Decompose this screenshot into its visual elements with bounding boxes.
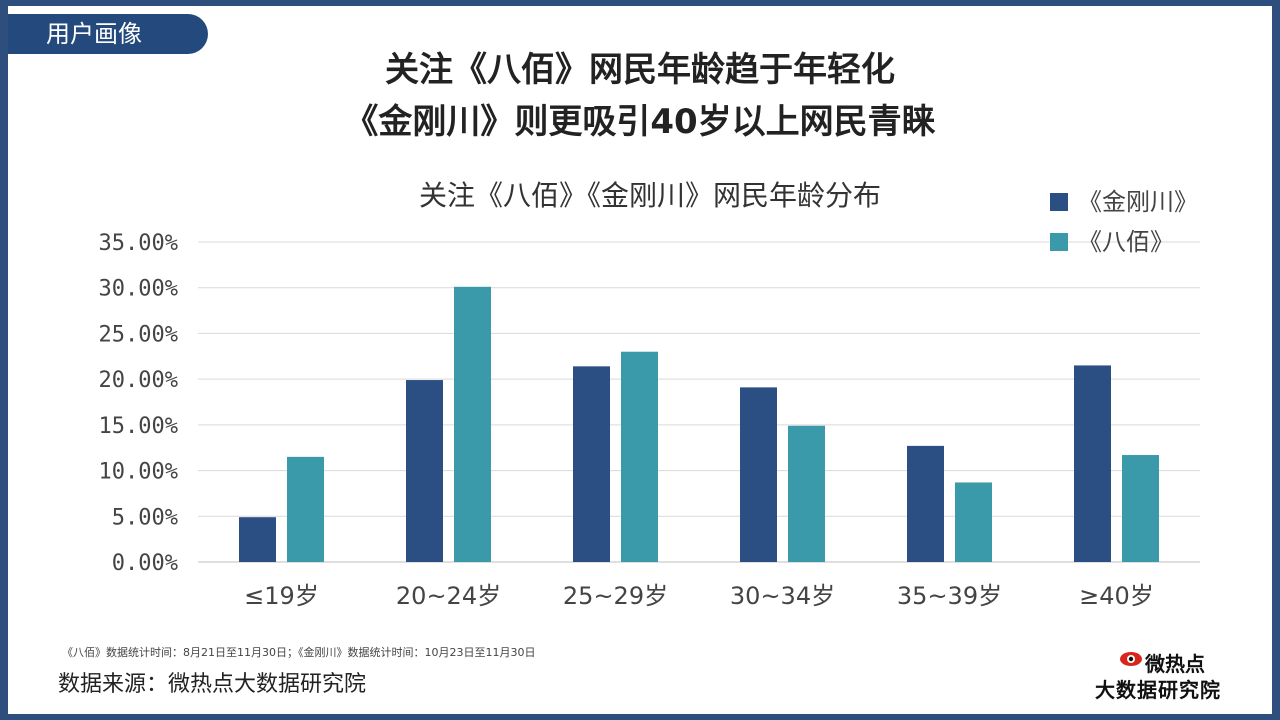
- bar-jingangchuan: [406, 380, 443, 562]
- bar-babai: [287, 456, 324, 562]
- y-tick-label: 30.00%: [99, 277, 178, 302]
- page-title-line2: 《金刚川》则更吸引40岁以上网民青睐: [344, 102, 936, 142]
- chart-title: 关注《八佰》《金刚川》网民年龄分布: [419, 179, 881, 212]
- bar-jingangchuan: [907, 445, 944, 562]
- data-source: 数据来源：微热点大数据研究院: [58, 672, 367, 697]
- x-tick-label: 30~34岁: [730, 582, 835, 610]
- x-tick-label: 25~29岁: [563, 582, 668, 610]
- y-tick-label: 20.00%: [99, 368, 178, 393]
- bar-jingangchuan: [1074, 365, 1111, 562]
- legend-label: 《金刚川》: [1078, 188, 1198, 216]
- bar-jingangchuan: [740, 387, 777, 562]
- bar-jingangchuan: [239, 517, 276, 562]
- logo-text-line2: 大数据研究院: [1095, 678, 1221, 702]
- y-tick-label: 10.00%: [99, 460, 178, 485]
- x-tick-label: ≥40岁: [1079, 582, 1154, 610]
- bar-babai: [1122, 455, 1159, 562]
- legend-swatch: [1050, 193, 1068, 211]
- y-tick-label: 35.00%: [99, 231, 178, 256]
- eye-logo-icon: [1120, 652, 1142, 666]
- legend-swatch: [1050, 233, 1068, 251]
- bar-babai: [621, 351, 658, 562]
- x-tick-label: 20~24岁: [396, 582, 501, 610]
- page-title-line1: 关注《八佰》网民年龄趋于年轻化: [385, 50, 895, 90]
- logo: 微热点 大数据研究院: [1095, 648, 1235, 702]
- logo-text-line1: 微热点: [1145, 652, 1205, 676]
- bar-babai: [955, 482, 992, 562]
- y-tick-label: 25.00%: [99, 322, 178, 347]
- y-tick-label: 5.00%: [112, 505, 178, 530]
- x-tick-label: ≤19岁: [244, 582, 319, 610]
- y-tick-label: 0.00%: [112, 551, 178, 576]
- y-tick-label: 15.00%: [99, 414, 178, 439]
- legend-label: 《八佰》: [1078, 228, 1174, 256]
- bar-babai: [454, 286, 491, 562]
- section-tag: 用户画像: [8, 14, 208, 54]
- bar-babai: [788, 425, 825, 562]
- footnote: 《八佰》数据统计时间：8月21日至11月30日；《金刚川》数据统计时间：10月2…: [62, 646, 536, 659]
- x-tick-label: 35~39岁: [897, 582, 1002, 610]
- bar-jingangchuan: [573, 366, 610, 562]
